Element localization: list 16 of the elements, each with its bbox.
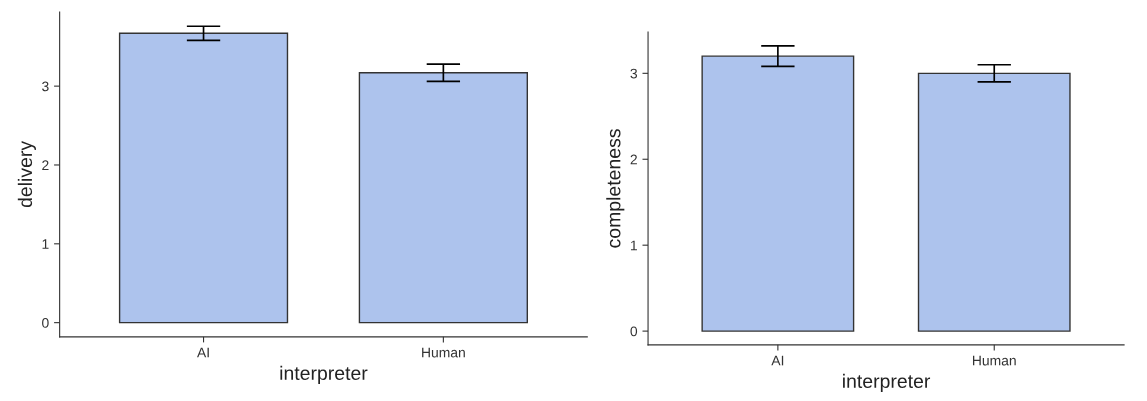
y-tick-label: 0 (42, 317, 49, 328)
x-tick-label: Human (972, 355, 1016, 366)
y-tick-label: 3 (42, 81, 49, 92)
y-tick-label: 1 (42, 239, 49, 249)
x-axis-title: interpreter (280, 365, 368, 384)
x-tick-label: AI (197, 347, 209, 358)
x-tick-label: Human (422, 347, 465, 358)
y-axis-title: delivery (17, 140, 36, 208)
y-tick-label: 3 (630, 68, 638, 79)
x-tick-label: AI (771, 355, 784, 366)
y-axis-title: completeness (606, 129, 625, 248)
y-tick-label: 2 (630, 154, 637, 165)
y-tick-label: 2 (42, 160, 49, 171)
y-tick-label: 0 (630, 326, 638, 337)
y-tick-label: 1 (630, 240, 637, 251)
x-axis-title: interpreter (843, 373, 931, 392)
